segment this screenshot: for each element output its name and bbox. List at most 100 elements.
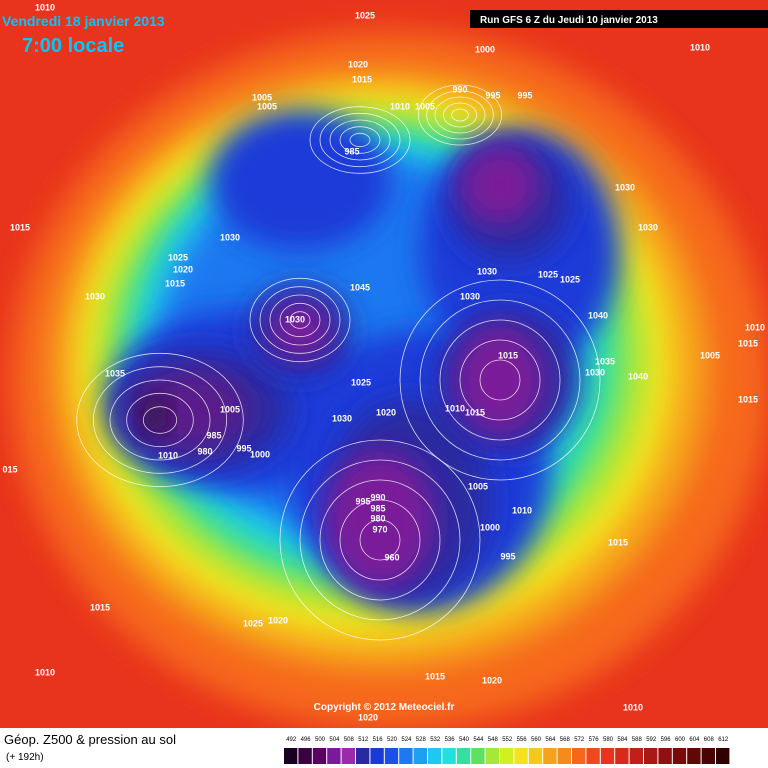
legend-swatch [327, 748, 341, 764]
isobar-label: 985 [206, 430, 221, 440]
legend-swatch [298, 748, 312, 764]
legend-value: 540 [459, 737, 470, 743]
legend-value: 508 [344, 737, 355, 743]
isobar-label: 1010 [35, 667, 55, 677]
isobar-label: 980 [197, 446, 212, 456]
legend-swatch [356, 748, 370, 764]
isobar-label: 1010 [35, 2, 55, 12]
legend-swatch [716, 748, 730, 764]
isobar-label: 1005 [220, 404, 240, 414]
isobar-label: 1010 [158, 450, 178, 460]
legend-value: 528 [416, 737, 427, 743]
isobar [76, 352, 244, 488]
isobar-label: 995 [517, 90, 532, 100]
legend-swatch [485, 748, 499, 764]
isobar-label: 1010 [745, 322, 765, 332]
isobar-label: 1030 [638, 222, 658, 232]
legend-value: 580 [603, 737, 614, 743]
isobar-label: 1015 [352, 74, 372, 84]
isobar [126, 392, 194, 448]
legend-value: 520 [387, 737, 398, 743]
legend-swatch [543, 748, 557, 764]
isobar-label: 980 [370, 513, 385, 523]
isobar-label: 995 [485, 90, 500, 100]
legend-swatch [658, 748, 672, 764]
legend-value: 568 [560, 737, 571, 743]
isobar-label: 1035 [595, 356, 615, 366]
isobar-label: 1015 [165, 278, 185, 288]
legend-value: 596 [661, 737, 672, 743]
isobar-label: 1030 [585, 367, 605, 377]
legend-value: 592 [646, 737, 657, 743]
isobar [109, 379, 211, 461]
legend-swatch [514, 748, 528, 764]
isobar-label: 1010 [390, 101, 410, 111]
legend-value: 504 [329, 737, 340, 743]
isobar [349, 132, 371, 148]
isobar-label: 015 [2, 464, 17, 474]
legend-swatch [572, 748, 586, 764]
isobar-label: 1000 [250, 449, 270, 459]
legend-swatch [687, 748, 701, 764]
isobar [451, 108, 469, 122]
legend-value: 576 [589, 737, 600, 743]
isobar-label: 1025 [538, 269, 558, 279]
isobar [442, 102, 478, 128]
isobar [339, 499, 421, 581]
isobar [359, 519, 401, 561]
isobar-label: 1015 [608, 537, 628, 547]
legend-value: 496 [301, 737, 312, 743]
run: Run GFS 6 Z du Jeudi 10 janvier 2013 [480, 15, 658, 26]
legend-value: 492 [286, 737, 297, 743]
color-zone [210, 110, 390, 250]
isobar [426, 90, 494, 140]
isobar [279, 439, 481, 641]
legend-swatch [284, 748, 298, 764]
legend-swatch [471, 748, 485, 764]
isobar-label: 1030 [85, 291, 105, 301]
isobar-label: 1025 [351, 377, 371, 387]
isobar [459, 339, 541, 421]
isobar-label: 995 [236, 443, 251, 453]
isobar-label: 1015 [498, 350, 518, 360]
isobar-label: 1030 [220, 232, 240, 242]
legend-swatch [456, 748, 471, 764]
isobar-label: 1045 [350, 282, 370, 292]
isobar [419, 299, 581, 461]
isobar-label: 1000 [480, 522, 500, 532]
isobar [399, 279, 601, 481]
legend-value: 584 [617, 737, 628, 743]
date: Vendredi 18 janvier 2013 [2, 13, 165, 29]
isobar-label: 990 [452, 84, 467, 94]
isobar [289, 311, 311, 329]
isobar-label: 1030 [460, 291, 480, 301]
legend-swatch [701, 748, 715, 764]
legend-value: 512 [358, 737, 369, 743]
legend-value: 608 [704, 737, 715, 743]
isobar-label: 1015 [738, 338, 758, 348]
isobar-label: 1020 [268, 615, 288, 625]
legend-swatch [384, 748, 399, 764]
legend-value: 612 [718, 737, 729, 743]
legend-swatch [672, 748, 687, 764]
isobar-label: 1015 [465, 407, 485, 417]
isobar [92, 366, 228, 474]
legend-swatch [341, 748, 355, 764]
legend-swatch [528, 748, 543, 764]
isobar-label: 1010 [623, 702, 643, 712]
isobar-label: 985 [344, 146, 359, 156]
isobar [434, 96, 486, 134]
legend-swatch [442, 748, 456, 764]
isobar [142, 406, 178, 434]
isobar-label: 1030 [477, 266, 497, 276]
legend-swatch [370, 748, 384, 764]
isobar [309, 106, 411, 174]
legend-value: 536 [445, 737, 456, 743]
legend-swatch [629, 748, 643, 764]
isobar-label: 995 [500, 551, 515, 561]
legend-swatch [615, 748, 629, 764]
isobar-label: 1020 [348, 59, 368, 69]
isobar-label: 1015 [90, 602, 110, 612]
